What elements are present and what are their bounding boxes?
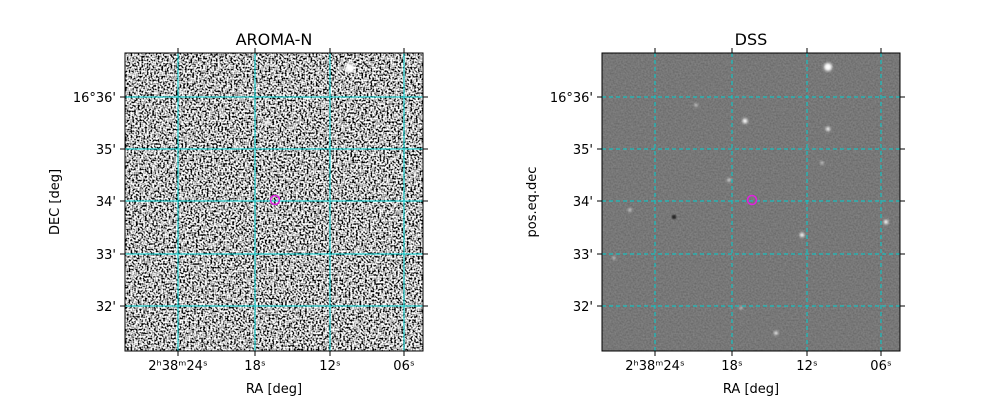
y-tick-label: 32' bbox=[573, 300, 593, 315]
x-tick-label: 18ˢ bbox=[721, 359, 743, 374]
x-tick-label: 12ˢ bbox=[319, 359, 341, 374]
x-axis-label: RA [deg] bbox=[246, 382, 302, 397]
image-aroma bbox=[125, 53, 423, 351]
y-tick-label: 32' bbox=[96, 300, 116, 315]
y-tick-label: 35' bbox=[573, 143, 593, 158]
target-marker bbox=[269, 194, 281, 206]
y-axis-label: DEC [deg] bbox=[48, 169, 63, 235]
x-axis-label: RA [deg] bbox=[723, 382, 779, 397]
x-tick-label: 06ˢ bbox=[393, 359, 415, 374]
star bbox=[345, 63, 355, 73]
x-tick-label: 2ʰ38ᵐ24ˢ bbox=[148, 359, 208, 374]
y-tick-label: 33' bbox=[573, 248, 593, 263]
y-tick-label: 34' bbox=[573, 195, 593, 210]
panel-title: AROMA-N bbox=[236, 30, 313, 49]
stars bbox=[612, 63, 889, 335]
axes-frame bbox=[124, 52, 424, 352]
y-axis-label: pos.eq.dec bbox=[525, 167, 540, 238]
star bbox=[264, 120, 270, 126]
y-tick-label: 34' bbox=[96, 195, 116, 210]
y-tick-label: 33' bbox=[96, 248, 116, 263]
image-dss bbox=[602, 53, 900, 351]
target-marker bbox=[746, 194, 758, 206]
dark-spot bbox=[672, 215, 676, 219]
y-tick-label: 35' bbox=[96, 143, 116, 158]
y-tick-label: 16°36' bbox=[550, 91, 593, 106]
panel-title: DSS bbox=[735, 30, 768, 49]
x-tick-label: 06ˢ bbox=[870, 359, 892, 374]
axes-frame bbox=[601, 52, 901, 352]
x-tick-label: 12ˢ bbox=[796, 359, 818, 374]
x-tick-label: 2ʰ38ᵐ24ˢ bbox=[625, 359, 685, 374]
x-tick-label: 18ˢ bbox=[244, 359, 266, 374]
y-tick-label: 16°36' bbox=[73, 91, 116, 106]
